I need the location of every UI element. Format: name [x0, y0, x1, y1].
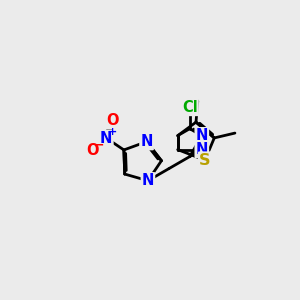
Text: O: O [106, 113, 119, 128]
Text: −: − [94, 139, 104, 152]
Text: Cl: Cl [182, 100, 198, 115]
Text: S: S [199, 153, 211, 168]
Text: +: + [108, 127, 117, 136]
Text: N: N [142, 173, 154, 188]
Text: N: N [140, 134, 153, 149]
Text: N: N [196, 142, 208, 157]
Text: N: N [196, 128, 208, 143]
Text: N: N [100, 130, 112, 146]
Text: O: O [86, 143, 99, 158]
